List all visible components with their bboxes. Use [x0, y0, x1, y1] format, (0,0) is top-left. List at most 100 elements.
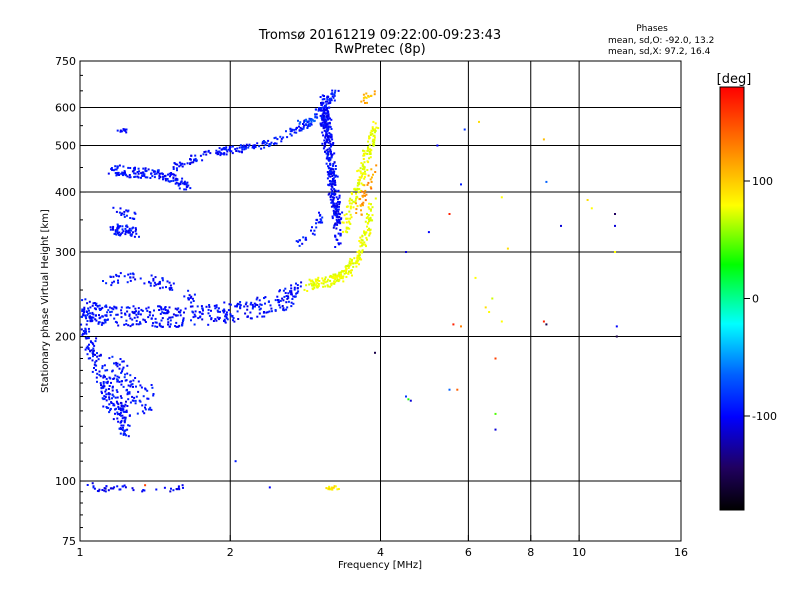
x-tick-label: 8 [527, 546, 534, 559]
data-point [229, 149, 232, 152]
data-point [363, 150, 366, 153]
data-point [117, 227, 120, 230]
chart-title: Tromsø 20161219 09:22:00-09:23:43 [258, 28, 501, 43]
data-point [307, 120, 310, 123]
data-point [86, 484, 89, 486]
data-point [357, 259, 359, 262]
data-point [104, 490, 107, 493]
data-point [115, 361, 118, 364]
data-point [121, 404, 124, 407]
data-point [123, 410, 126, 413]
data-point [336, 223, 339, 226]
data-point [329, 175, 332, 178]
data-point [318, 211, 320, 214]
data-point [226, 318, 229, 321]
data-point [360, 238, 363, 241]
data-point [359, 198, 362, 200]
data-point [358, 249, 361, 252]
data-point [94, 304, 97, 306]
data-point [108, 403, 111, 406]
data-point [98, 314, 100, 317]
data-point [367, 222, 370, 224]
data-point [134, 172, 137, 175]
data-point [338, 196, 341, 199]
data-point [328, 159, 330, 162]
data-point [324, 108, 327, 111]
data-point [129, 374, 132, 377]
data-point [167, 173, 169, 176]
data-point [113, 280, 115, 283]
data-point [369, 148, 372, 151]
data-point [312, 287, 315, 290]
data-point [357, 191, 360, 194]
data-point [92, 347, 95, 350]
data-point [224, 315, 227, 318]
data-point [92, 349, 95, 352]
data-point [360, 241, 363, 244]
data-point [312, 281, 315, 284]
data-point [456, 388, 459, 391]
data-point [313, 233, 316, 236]
data-point [320, 123, 323, 126]
data-point [314, 108, 317, 111]
data-point [347, 267, 350, 269]
data-point [299, 126, 302, 129]
data-point [327, 96, 330, 98]
data-point [120, 130, 123, 133]
data-point [366, 147, 369, 150]
data-point [118, 225, 121, 228]
data-point [314, 278, 317, 281]
data-point [126, 372, 129, 375]
data-point [115, 174, 118, 177]
data-point [348, 210, 351, 213]
data-point [201, 312, 204, 315]
data-point [348, 270, 350, 273]
data-point [367, 95, 370, 98]
data-point [357, 169, 360, 172]
data-point [586, 199, 589, 201]
data-point [281, 297, 284, 300]
data-point [241, 148, 244, 151]
data-point [94, 318, 97, 321]
data-point [338, 216, 341, 218]
data-point [278, 304, 281, 307]
data-point [258, 305, 261, 308]
data-point [131, 217, 134, 220]
data-point [160, 319, 163, 322]
data-point [104, 321, 107, 324]
data-point [344, 269, 347, 272]
data-point [322, 106, 325, 109]
data-point [135, 323, 138, 326]
data-point [148, 314, 151, 317]
data-point [361, 183, 364, 186]
data-point [363, 230, 365, 233]
data-point [118, 413, 121, 415]
data-point [136, 316, 139, 319]
data-point [344, 265, 347, 268]
data-point [179, 314, 182, 317]
data-point [154, 317, 157, 320]
data-point [338, 201, 341, 203]
data-point [303, 121, 305, 124]
data-point [94, 369, 97, 371]
data-point [353, 257, 356, 260]
data-point [193, 313, 196, 316]
data-point [229, 303, 232, 306]
data-point [176, 178, 179, 181]
data-point [330, 201, 333, 204]
data-point [363, 192, 366, 194]
data-point [230, 314, 233, 317]
data-point [95, 314, 97, 317]
data-point [304, 236, 307, 239]
data-point [369, 186, 372, 189]
data-point [359, 170, 362, 173]
data-point [322, 123, 325, 126]
data-point [330, 128, 333, 130]
data-point [116, 226, 119, 229]
data-point [232, 317, 235, 320]
data-point [116, 165, 119, 168]
data-point [349, 197, 352, 200]
data-point [145, 170, 148, 172]
data-point [361, 164, 364, 167]
data-point [136, 412, 139, 415]
